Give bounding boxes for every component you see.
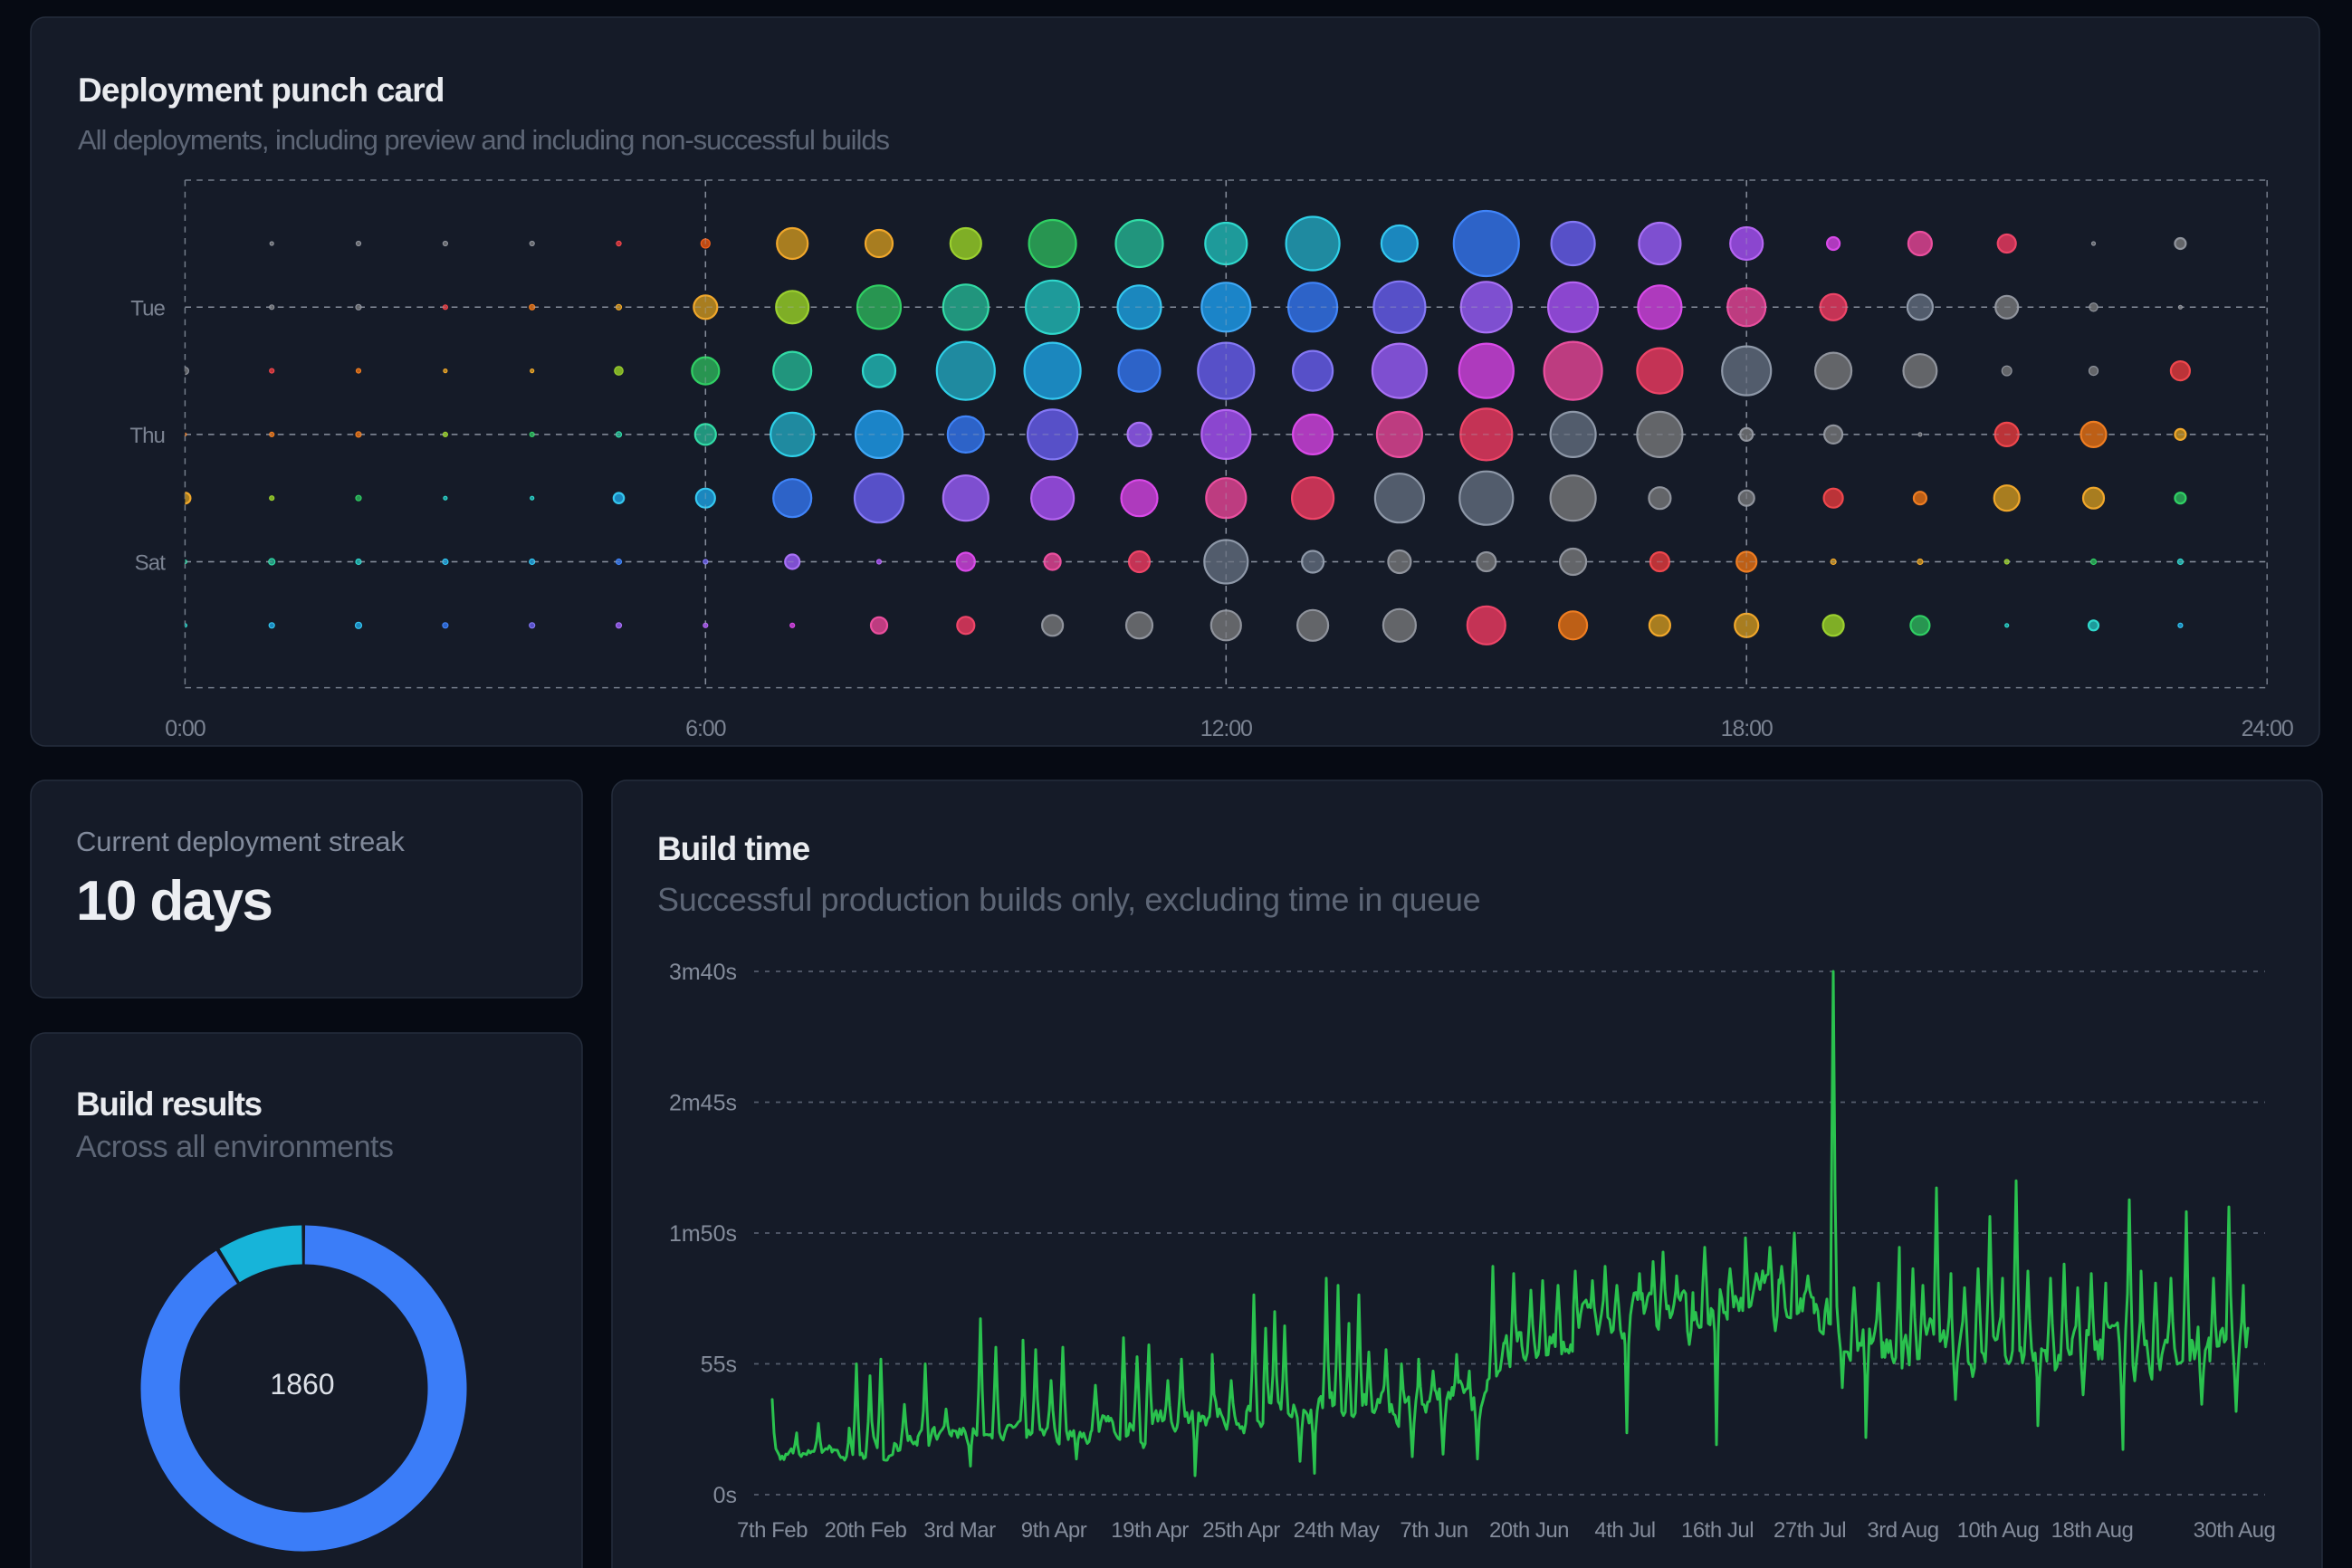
svg-text:10th Aug: 10th Aug <box>1957 1518 2040 1543</box>
svg-text:18th Aug: 18th Aug <box>2051 1518 2134 1543</box>
svg-text:Build time: Build time <box>657 830 810 867</box>
svg-text:20th Jun: 20th Jun <box>1489 1518 1569 1543</box>
svg-text:1m50s: 1m50s <box>669 1221 737 1247</box>
svg-text:Tue: Tue <box>130 296 165 320</box>
svg-text:30th Aug: 30th Aug <box>2194 1518 2276 1543</box>
svg-text:19th Apr: 19th Apr <box>1111 1518 1189 1543</box>
svg-text:Deployment punch card: Deployment punch card <box>78 72 445 109</box>
svg-text:9th Apr: 9th Apr <box>1021 1518 1087 1543</box>
svg-text:25th Apr: 25th Apr <box>1202 1518 1280 1543</box>
svg-text:6:00: 6:00 <box>685 716 725 741</box>
svg-text:1860: 1860 <box>270 1368 334 1401</box>
svg-text:16th Jul: 16th Jul <box>1681 1518 1754 1543</box>
svg-text:Sat: Sat <box>135 551 167 576</box>
svg-text:3rd Mar: 3rd Mar <box>923 1518 996 1543</box>
svg-text:7th Jun: 7th Jun <box>1400 1518 1468 1543</box>
svg-text:Thu: Thu <box>129 424 165 448</box>
svg-text:7th Feb: 7th Feb <box>737 1518 808 1543</box>
svg-text:24:00: 24:00 <box>2242 716 2293 741</box>
svg-text:Across all environments: Across all environments <box>76 1130 394 1164</box>
svg-text:Successful production builds o: Successful production builds only, exclu… <box>657 881 1480 918</box>
svg-text:20th Feb: 20th Feb <box>825 1518 907 1543</box>
svg-text:55s: 55s <box>701 1353 737 1378</box>
svg-text:10 days: 10 days <box>76 870 272 932</box>
svg-text:27th Jul: 27th Jul <box>1774 1518 1846 1543</box>
svg-text:All deployments, including pre: All deployments, including preview and i… <box>78 124 890 156</box>
svg-text:3rd Aug: 3rd Aug <box>1867 1518 1938 1543</box>
svg-text:0s: 0s <box>713 1483 737 1508</box>
svg-text:2m45s: 2m45s <box>669 1091 737 1116</box>
svg-text:24th May: 24th May <box>1294 1518 1380 1543</box>
svg-text:18:00: 18:00 <box>1721 716 1773 741</box>
svg-text:3m40s: 3m40s <box>669 960 737 985</box>
svg-text:Build results: Build results <box>76 1085 263 1123</box>
svg-text:12:00: 12:00 <box>1200 716 1252 741</box>
svg-text:Current deployment streak: Current deployment streak <box>76 826 405 857</box>
svg-text:4th Jul: 4th Jul <box>1594 1518 1655 1543</box>
svg-text:0:00: 0:00 <box>165 716 205 741</box>
